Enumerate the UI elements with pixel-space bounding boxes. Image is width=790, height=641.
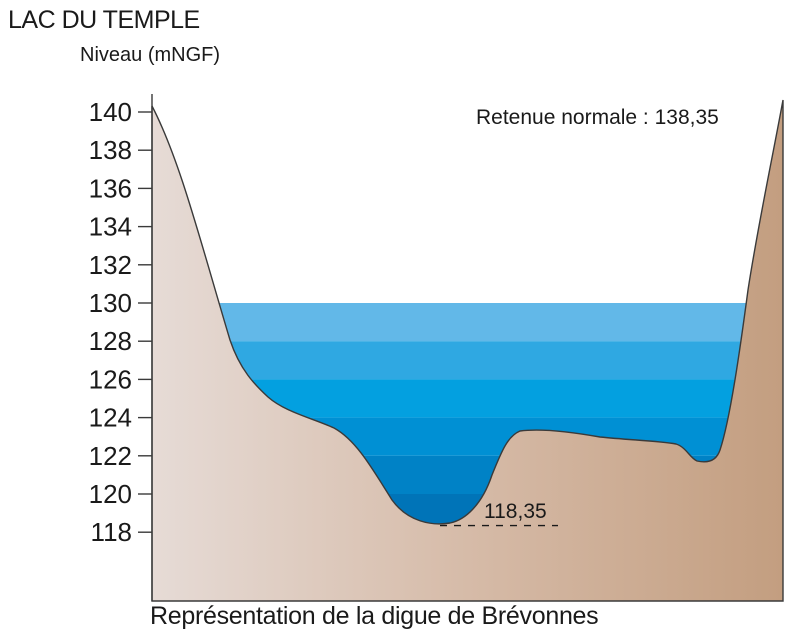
y-tick-label-134: 134 bbox=[89, 212, 132, 242]
y-tick-label-122: 122 bbox=[89, 441, 132, 471]
y-tick-label-138: 138 bbox=[89, 135, 132, 165]
y-tick-label-120: 120 bbox=[89, 479, 132, 509]
caption: Représentation de la digue de Brévonnes bbox=[150, 602, 599, 630]
y-tick-label-130: 130 bbox=[89, 288, 132, 318]
y-tick-label-128: 128 bbox=[89, 326, 132, 356]
water-band-130 bbox=[215, 303, 750, 342]
water-band-126 bbox=[215, 379, 750, 418]
water-band-128 bbox=[215, 341, 750, 380]
y-axis-label: Niveau (mNGF) bbox=[80, 44, 221, 66]
y-tick-label-132: 132 bbox=[89, 250, 132, 280]
bottom-level-label: 118,35 bbox=[484, 500, 547, 523]
y-tick-label-140: 140 bbox=[89, 97, 132, 127]
y-tick-label-118: 118 bbox=[91, 517, 132, 547]
normal-level-label: Retenue normale : 138,35 bbox=[476, 106, 719, 129]
y-tick-label-124: 124 bbox=[89, 403, 132, 433]
y-tick-label-126: 126 bbox=[89, 364, 132, 394]
diagram-title: LAC DU TEMPLE bbox=[8, 6, 200, 34]
y-axis-ticks: 140 138 136 134 132 130 128 126 124 122 120 118 bbox=[89, 97, 152, 547]
y-tick-label-136: 136 bbox=[89, 173, 132, 203]
terrain-profile bbox=[151, 99, 784, 602]
